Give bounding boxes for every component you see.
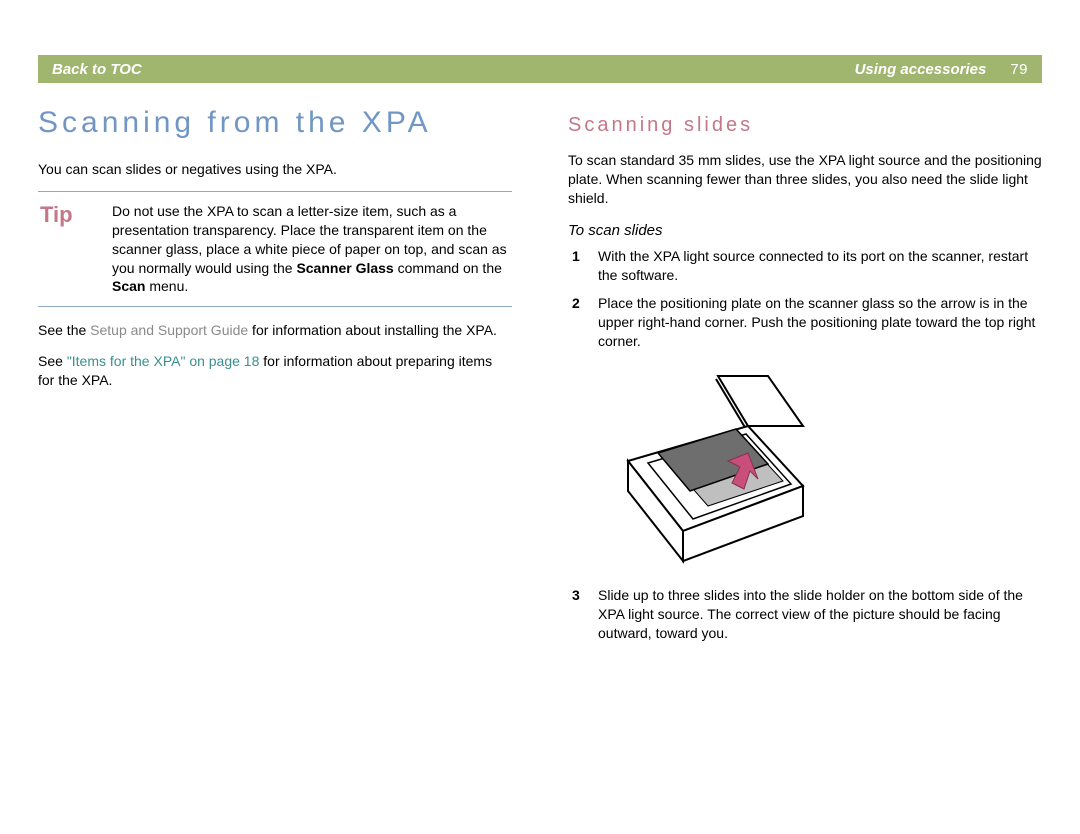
slides-intro: To scan standard 35 mm slides, use the X… bbox=[568, 151, 1042, 208]
steps-heading: To scan slides bbox=[568, 222, 1042, 239]
scanner-illustration bbox=[598, 371, 818, 571]
step-item: Place the positioning plate on the scann… bbox=[568, 294, 1042, 351]
tip-text: Do not use the XPA to scan a letter-size… bbox=[112, 202, 512, 296]
back-to-toc-link[interactable]: Back to TOC bbox=[52, 61, 142, 78]
step-item: With the XPA light source connected to i… bbox=[568, 247, 1042, 285]
tip-callout: Tip Do not use the XPA to scan a letter-… bbox=[38, 191, 512, 307]
steps-list: With the XPA light source connected to i… bbox=[568, 247, 1042, 351]
right-column: Scanning slides To scan standard 35 mm s… bbox=[568, 100, 1042, 804]
setup-support-guide-link[interactable]: Setup and Support Guide bbox=[90, 322, 248, 338]
items-for-xpa-link[interactable]: "Items for the XPA" on page 18 bbox=[67, 353, 260, 369]
left-column: Scanning from the XPA You can scan slide… bbox=[38, 100, 512, 804]
page-title: Scanning from the XPA bbox=[38, 106, 512, 140]
note-items-xpa: See "Items for the XPA" on page 18 for i… bbox=[38, 352, 512, 390]
page-header-bar: Back to TOC Using accessories 79 bbox=[38, 55, 1042, 83]
section-heading-scanning-slides: Scanning slides bbox=[568, 114, 1042, 137]
tip-label: Tip bbox=[38, 202, 92, 296]
step-item: Slide up to three slides into the slide … bbox=[568, 586, 1042, 643]
intro-paragraph: You can scan slides or negatives using t… bbox=[38, 160, 512, 179]
steps-list-continued: Slide up to three slides into the slide … bbox=[568, 586, 1042, 643]
page-number: 79 bbox=[1010, 61, 1028, 78]
note-setup-guide: See the Setup and Support Guide for info… bbox=[38, 321, 512, 340]
section-title: Using accessories bbox=[855, 61, 987, 78]
content-columns: Scanning from the XPA You can scan slide… bbox=[38, 100, 1042, 804]
